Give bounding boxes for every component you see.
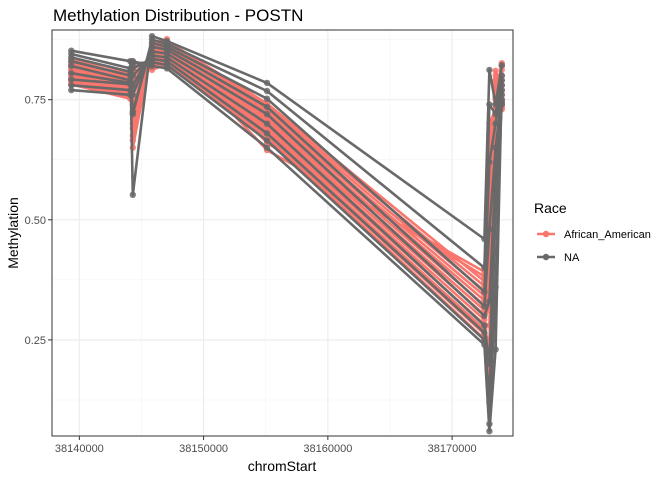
panel-border (51, 29, 514, 437)
data-point (486, 428, 493, 435)
data-point (481, 329, 488, 336)
legend-title: Race (534, 200, 567, 216)
y-axis: 0.25 0.50 0.75 (25, 95, 52, 347)
data-point (263, 137, 271, 144)
data-point (481, 312, 488, 320)
data-point (129, 191, 136, 198)
data-point (68, 86, 75, 94)
series-layer (68, 33, 505, 435)
data-point (148, 43, 156, 50)
data-point (486, 101, 493, 108)
data-point (263, 87, 271, 95)
legend-label: NA (564, 252, 580, 264)
data-point (486, 158, 493, 166)
gridlines (52, 30, 513, 436)
data-point (68, 62, 75, 70)
y-tick-label: 0.50 (25, 215, 46, 227)
data-point (486, 66, 493, 74)
x-axis-title: chromStart (248, 458, 317, 474)
legend-key-point (542, 230, 550, 238)
series-line (70, 34, 504, 241)
data-point (498, 77, 505, 84)
x-tick-label: 38170000 (428, 443, 477, 455)
data-point (263, 120, 271, 127)
legend-item: African_American (537, 229, 651, 241)
y-tick-label: 0.25 (25, 335, 46, 347)
data-point (129, 58, 136, 65)
data-point (127, 91, 134, 99)
data-point (263, 103, 271, 111)
data-point (481, 322, 488, 329)
data-point (492, 346, 499, 353)
y-tick-label: 0.75 (25, 95, 46, 107)
data-point (481, 341, 488, 348)
chart-title: Methylation Distribution - POSTN (53, 6, 303, 25)
legend-item: NA (537, 252, 580, 264)
legend: Race African_American NA (534, 200, 651, 264)
data-point (263, 130, 271, 137)
x-tick-label: 38160000 (303, 443, 352, 455)
data-point (498, 72, 505, 79)
x-axis: 38140000 38150000 38160000 38170000 (55, 436, 477, 455)
data-point (492, 67, 499, 75)
data-point (263, 144, 271, 151)
data-point (498, 61, 505, 69)
series-line (70, 59, 504, 433)
legend-key-point (542, 253, 550, 261)
data-point (263, 110, 271, 118)
series-group (68, 58, 505, 435)
data-point (68, 58, 75, 65)
data-point (148, 62, 156, 70)
y-axis-title: Methylation (5, 197, 21, 269)
data-point (263, 79, 271, 87)
x-tick-label: 38140000 (55, 443, 104, 455)
data-point (68, 70, 75, 77)
legend-label: African_American (564, 229, 651, 241)
data-point (263, 95, 271, 102)
data-point (68, 76, 75, 83)
x-tick-label: 38150000 (179, 443, 228, 455)
data-point (486, 226, 493, 233)
data-point (68, 82, 75, 89)
data-point (163, 65, 171, 72)
data-point (129, 108, 136, 115)
